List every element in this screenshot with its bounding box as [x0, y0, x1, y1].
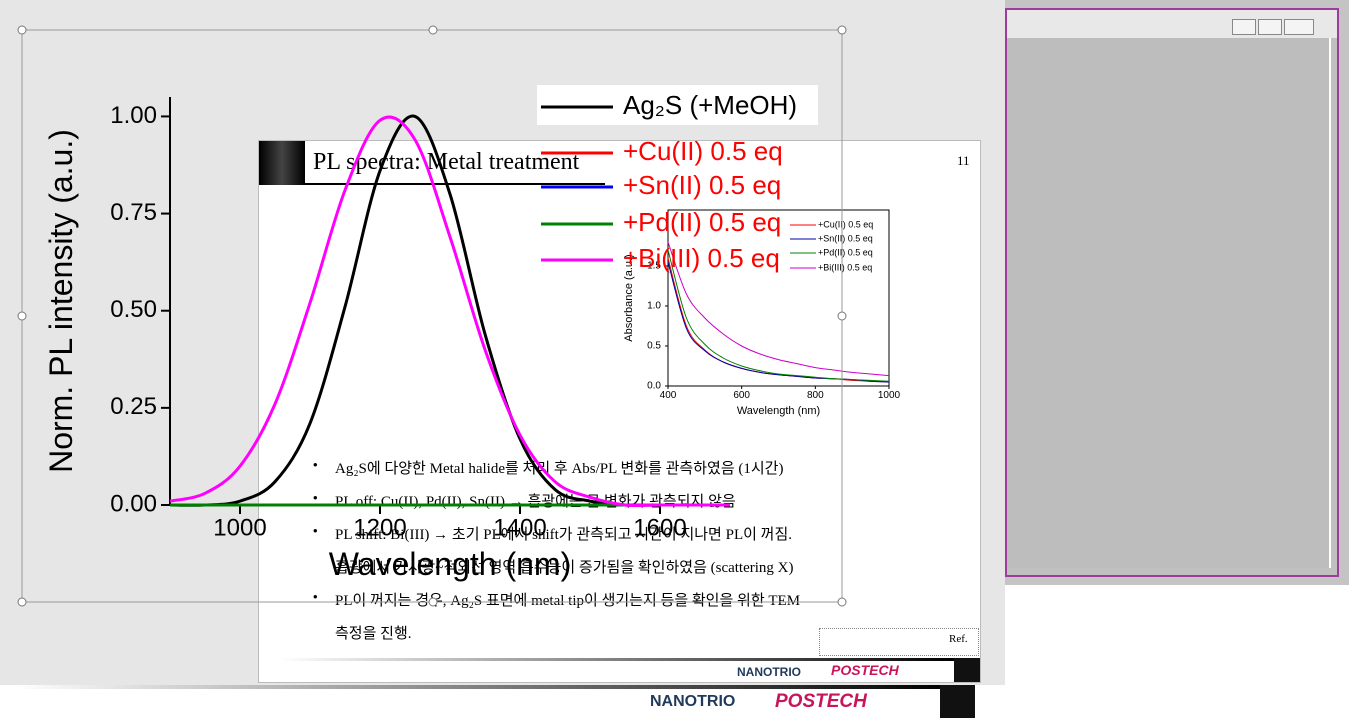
x-tick-label: 1000: [213, 515, 266, 542]
window-frame: [1005, 8, 1339, 577]
y-tick-label: 1.5: [647, 261, 661, 272]
bullet-dot: •: [313, 589, 318, 604]
legend-label: +Bi(III) 0.5 eq: [818, 262, 872, 272]
page-number: 11: [957, 153, 970, 168]
bullet-dot: •: [313, 523, 318, 538]
logo-postech: POSTECH: [775, 691, 867, 712]
legend-label: +Sn(II) 0.5 eq: [818, 233, 873, 243]
window-titlebar: [1007, 10, 1337, 38]
y-tick-label: 0.75: [110, 199, 157, 226]
y-axis-label: Norm. PL intensity (a.u.): [43, 129, 79, 473]
bullet-dot: •: [313, 490, 318, 505]
title-block: [259, 141, 305, 185]
footer-rule: [279, 658, 954, 661]
y-tick-label: 0.0: [647, 381, 661, 392]
bullet-text: PL이 꺼지는 경우, Ag₂S 표면에 metal tip이 생기는지 등을 …: [335, 593, 801, 609]
x-axis-label: Wavelength (nm): [737, 405, 820, 417]
series-line: [169, 115, 730, 508]
series-line: [667, 249, 890, 382]
y-axis-label: Absorbance (a.u.): [623, 254, 635, 341]
y-tick-label: 0.5: [647, 341, 661, 352]
x-tick-label: 600: [733, 390, 750, 401]
x-axis-label: Wavelength (nm): [329, 546, 571, 582]
bullet-text: 측정을 진행.: [335, 626, 412, 642]
footer-block: [954, 658, 980, 682]
plot-frame: [667, 209, 890, 387]
ref: Ref.: [949, 633, 968, 645]
bullet-dot: •: [313, 457, 318, 472]
x-tick-label: 800: [807, 390, 824, 401]
slide[interactable]: PL spectra: Metal treatment 11 • Ag₂S에 다양…: [258, 140, 981, 683]
bullet-text: Ag₂S에 다양한 Metal halide를 처리 후 Abs/PL 변화를 …: [335, 461, 784, 477]
legend-label: +Bi(III) 0.5 eq: [623, 243, 780, 273]
side-window: [1005, 0, 1349, 585]
legend-label: +Cu(II) 0.5 eq: [818, 219, 873, 229]
close-button[interactable]: [1284, 19, 1314, 35]
legend-label: +Cu(II) 0.5 eq: [623, 136, 783, 166]
ref-box: [819, 628, 979, 656]
title-rule: [305, 183, 605, 185]
legend-label: +Sn(II) 0.5 eq: [623, 170, 781, 200]
selection-handles: [17, 25, 847, 607]
y-tick-label: 0.00: [110, 490, 157, 517]
y-tick-label: 1.0: [647, 301, 661, 312]
legend-label: +Pd(II) 0.5 eq: [623, 207, 781, 237]
y-tick-label: 1.00: [110, 102, 157, 129]
y-tick-label: 0.25: [110, 393, 157, 420]
next-slide: NANOTRIO POSTECH: [15, 685, 975, 718]
x-tick-label: 1600: [633, 515, 686, 542]
legend-label: +Pd(II) 0.5 eq: [818, 247, 873, 257]
x-tick-label: 1400: [493, 515, 546, 542]
window-body: [1007, 38, 1331, 568]
legend-label: Ag₂S (+MeOH): [623, 90, 797, 120]
logo-nanotrio: NANOTRIO: [737, 665, 801, 679]
x-tick-label: 1200: [353, 515, 406, 542]
logo-nanotrio: NANOTRIO: [650, 693, 736, 710]
footer-rule: [15, 685, 945, 689]
footer-block: [940, 685, 975, 718]
bullet-text: PL shift: Bi(III) → 초기 PL에서 shift가 관측되고 …: [335, 527, 793, 543]
bullet-text: 흡광에서 가시광~적외선 영역 흡수능이 증가됨을 확인하였음 (scatter…: [335, 560, 794, 576]
maximize-button[interactable]: [1258, 19, 1282, 35]
logo-postech: POSTECH: [831, 662, 899, 678]
legend-background: [537, 85, 818, 125]
series-line: [667, 241, 890, 377]
minimize-button[interactable]: [1232, 19, 1256, 35]
x-tick-label: 400: [660, 390, 677, 401]
x-tick-label: 1000: [878, 390, 901, 401]
y-tick-label: 0.50: [110, 296, 157, 323]
